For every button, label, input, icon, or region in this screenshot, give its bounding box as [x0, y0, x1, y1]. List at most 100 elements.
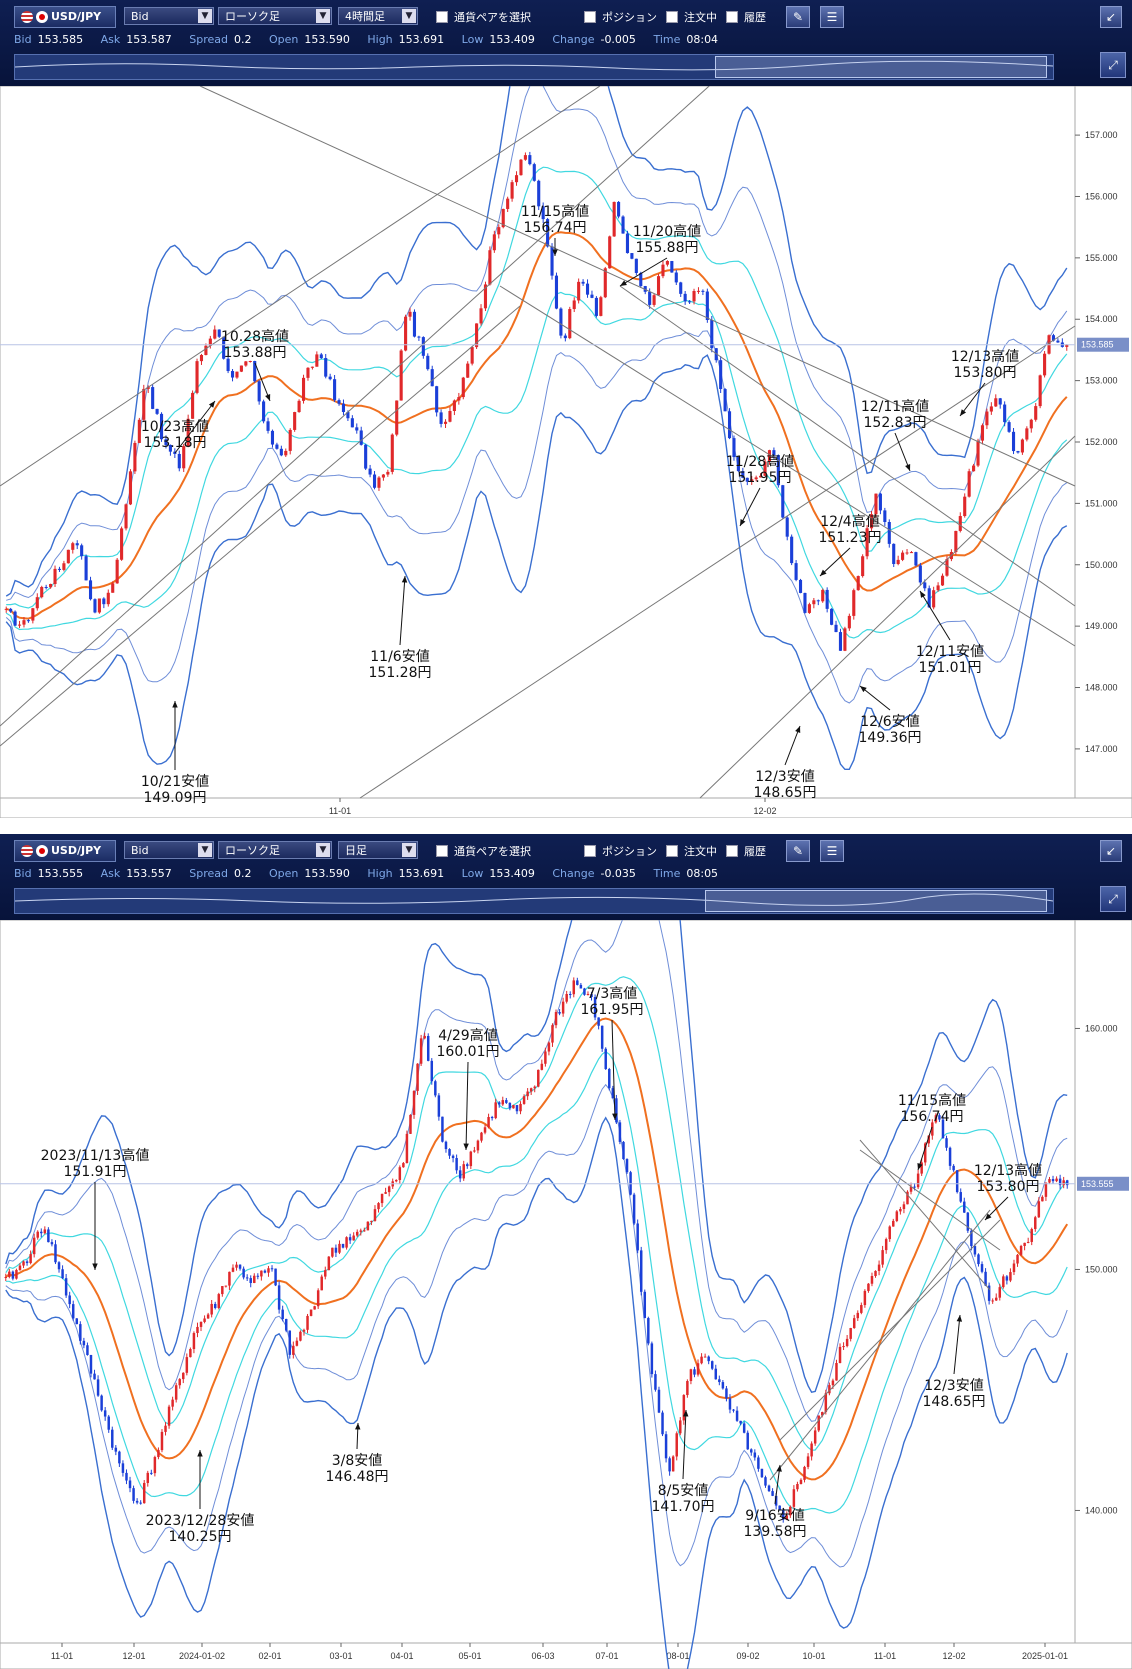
currency-pair-button[interactable]: USD/JPY — [14, 6, 116, 28]
minimize-button[interactable]: ↙ — [1100, 840, 1122, 862]
history-checkbox[interactable]: 履歴 — [726, 9, 766, 25]
candle-body — [688, 301, 692, 303]
price-type-select[interactable]: Bid ▼ — [124, 7, 214, 25]
checkbox-icon[interactable] — [584, 11, 596, 23]
checkbox-icon[interactable] — [436, 845, 448, 857]
candle-body — [111, 583, 115, 593]
candle-body — [824, 1393, 828, 1413]
candle-body — [998, 1287, 1002, 1298]
candle-body — [1009, 1272, 1012, 1281]
history-checkbox[interactable]: 履歴 — [726, 843, 766, 859]
checkbox-icon[interactable] — [666, 11, 678, 23]
candle — [771, 1488, 774, 1497]
position-checkbox[interactable]: ポジション — [584, 843, 657, 859]
price-chart-4h[interactable]: 147.000 148.000 149.000 150.000 151.000 152.0… — [0, 86, 1132, 818]
checkbox-icon[interactable] — [726, 11, 738, 23]
arrow-head-icon — [265, 394, 271, 401]
range-navigator[interactable] — [14, 54, 1054, 80]
candle-body — [235, 1264, 238, 1268]
candle — [816, 599, 820, 606]
range-navigator[interactable] — [14, 888, 1054, 914]
candle — [647, 1316, 650, 1346]
candle-body — [398, 1167, 402, 1180]
pair-select-checkbox[interactable]: 通貨ペアを選択 — [436, 9, 531, 25]
candle-body — [178, 1379, 181, 1386]
candle — [703, 1353, 707, 1358]
candle — [1051, 1175, 1055, 1184]
candle — [847, 613, 851, 631]
checkbox-icon[interactable] — [726, 845, 738, 857]
navigator-window[interactable] — [715, 56, 1047, 78]
candle-body — [128, 471, 133, 505]
candle — [185, 1353, 189, 1376]
candle-body — [168, 444, 172, 452]
candle — [696, 1359, 700, 1377]
price-chart-daily[interactable]: 140.000 150.000 160.000 11-01 12-01 2024-01-0… — [0, 920, 1132, 1669]
candle — [612, 201, 616, 237]
arrow-head-icon — [355, 1423, 361, 1430]
candle — [174, 1382, 178, 1403]
minimize-button[interactable]: ↙ — [1100, 6, 1122, 28]
candle-body — [909, 1186, 913, 1192]
candle — [835, 1359, 838, 1381]
candle — [53, 565, 57, 587]
candle-body — [224, 1285, 228, 1287]
candle-body — [54, 1244, 57, 1263]
pair-select-checkbox[interactable]: 通貨ペアを選択 — [436, 843, 531, 859]
timeframe-select[interactable]: 日足 ▼ — [338, 841, 418, 859]
position-checkbox[interactable]: ポジション — [584, 9, 657, 25]
candle — [135, 1498, 139, 1505]
candle-body — [451, 1155, 455, 1159]
candle — [452, 399, 456, 416]
candle-body — [366, 1221, 370, 1231]
candle-body — [767, 450, 772, 462]
navigator-window[interactable] — [705, 890, 1047, 912]
price-type-select[interactable]: Bid ▼ — [124, 841, 214, 859]
candle-body — [171, 1399, 174, 1407]
candle-body — [213, 1303, 217, 1308]
order-checkbox[interactable]: 注文中 — [666, 843, 717, 859]
candle-body — [938, 1115, 941, 1120]
candle — [533, 1085, 536, 1093]
candle-body — [82, 1340, 86, 1346]
zoom-button[interactable]: ⤢ — [1100, 52, 1126, 78]
currency-pair-button[interactable]: USD/JPY — [14, 840, 116, 862]
draw-tool-button[interactable]: ✎ — [786, 840, 810, 862]
indicator-button[interactable]: ☰ — [820, 840, 844, 862]
candle-body — [510, 182, 514, 199]
candle-body — [586, 994, 590, 996]
candle-body — [231, 1267, 235, 1272]
annotation-label: 12/3安値 — [755, 769, 814, 785]
candle-body — [337, 400, 341, 404]
annotation-label: 10/23高値 — [141, 418, 209, 435]
band-3sigma-upper — [5, 86, 1068, 597]
candle — [97, 598, 101, 614]
candle-body — [781, 1510, 785, 1520]
candle-body — [707, 1356, 710, 1362]
candle-body — [452, 400, 456, 412]
indicator-button[interactable]: ☰ — [820, 6, 844, 28]
y-tick-label: 150.000 — [1085, 560, 1118, 570]
chart-type-select[interactable]: ローソク足 ▼ — [218, 7, 332, 25]
candle — [778, 1505, 781, 1511]
zoom-button[interactable]: ⤢ — [1100, 886, 1126, 912]
candle — [309, 1309, 313, 1317]
checkbox-icon[interactable] — [436, 11, 448, 23]
candle-body — [1030, 1229, 1033, 1242]
order-checkbox[interactable]: 注文中 — [666, 9, 717, 25]
checkbox-icon[interactable] — [666, 845, 678, 857]
candle — [664, 1431, 668, 1463]
candle — [675, 1431, 678, 1461]
timeframe-select[interactable]: 4時間足 ▼ — [338, 7, 418, 25]
checkbox-icon[interactable] — [584, 845, 596, 857]
candle-body — [155, 408, 159, 414]
candle-body — [253, 1275, 256, 1283]
chart-type-select[interactable]: ローソク足 ▼ — [218, 841, 332, 859]
candle-body — [206, 1314, 210, 1319]
candle — [288, 428, 292, 455]
candle — [370, 1220, 373, 1226]
trend-line — [859, 1139, 991, 1291]
candle-body — [739, 1420, 742, 1424]
candle-body — [838, 632, 843, 651]
draw-tool-button[interactable]: ✎ — [786, 6, 810, 28]
